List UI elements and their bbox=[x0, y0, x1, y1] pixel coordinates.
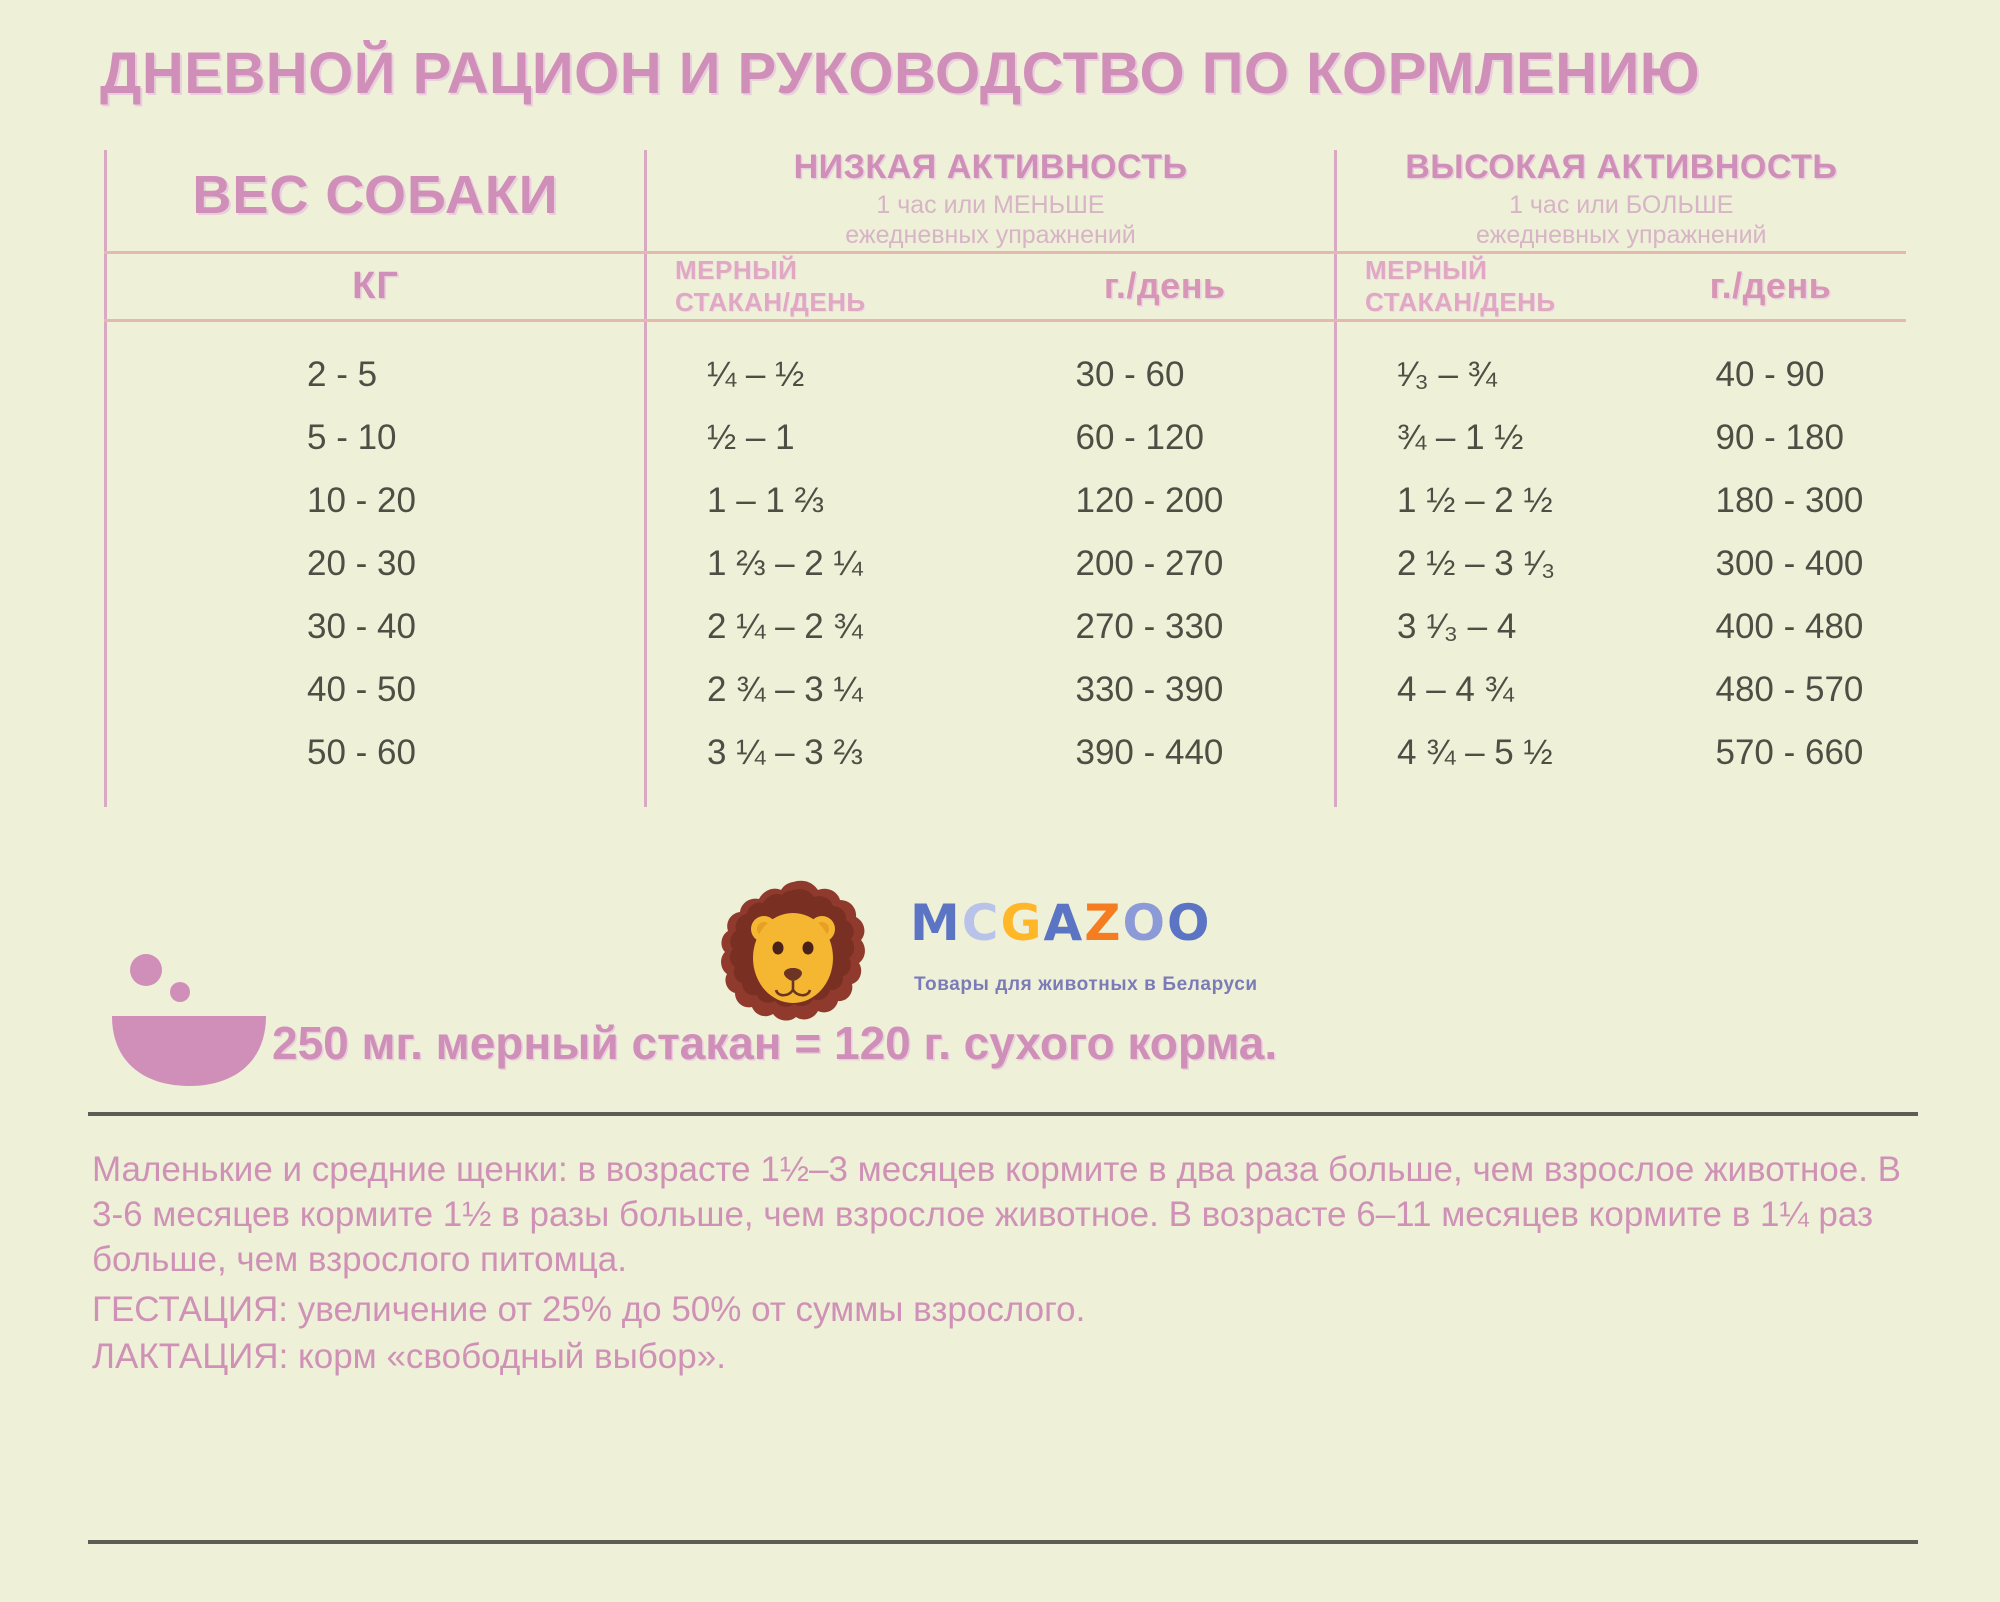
low-cup-line2: СТАКАН/ДЕНЬ bbox=[675, 287, 866, 318]
bottom-spacer-low-cup bbox=[644, 784, 996, 807]
cell-high-cup: 4 ¾ – 5 ½ bbox=[1334, 721, 1636, 785]
brand-letter-o1: O bbox=[1122, 894, 1167, 952]
low-cup-line1: МЕРНЫЙ bbox=[675, 254, 798, 285]
cell-low-cup: 3 ¼ – 3 ⅔ bbox=[644, 721, 996, 785]
spacer-high-cup bbox=[1334, 320, 1636, 344]
cell-low-gram: 390 - 440 bbox=[1075, 733, 1224, 773]
group-header-low-activity: НИЗКАЯ АКТИВНОСТЬ 1 час или МЕНЬШЕ ежедн… bbox=[644, 148, 1336, 254]
divider-top bbox=[88, 1112, 1918, 1116]
spacer-low-cup bbox=[644, 320, 996, 344]
cell-kg: 5 - 10 bbox=[104, 406, 646, 470]
high-cup-line1: МЕРНЫЙ bbox=[1365, 254, 1488, 285]
table-group-header-row: ВЕС СОБАКИ НИЗКАЯ АКТИВНОСТЬ 1 час или М… bbox=[104, 148, 1906, 254]
weight-header-label: ВЕС СОБАКИ bbox=[192, 165, 559, 226]
cell-low-cup: ¼ – ½ bbox=[644, 343, 996, 407]
cell-low-cup: 2 ¼ – 2 ¾ bbox=[644, 595, 996, 659]
cell-low-cup: 1 ⅔ – 2 ¼ bbox=[644, 532, 996, 596]
brand-letter-g: G bbox=[1000, 894, 1044, 952]
high-cup-line2: СТАКАН/ДЕНЬ bbox=[1365, 287, 1556, 318]
page-title: ДНЕВНОЙ РАЦИОН И РУКОВОДСТВО ПО КОРМЛЕНИ… bbox=[100, 41, 1701, 106]
table-spacer-row bbox=[104, 320, 1906, 344]
group-header-high-activity: ВЫСОКАЯ АКТИВНОСТЬ 1 час или БОЛЬШЕ ежед… bbox=[1333, 148, 1906, 254]
cell-high-gram: 40 - 90 bbox=[1715, 355, 1825, 395]
cell-low-gram: 330 - 390 bbox=[1075, 670, 1224, 710]
brand-letter-o2: O bbox=[1167, 894, 1212, 952]
table-row: 50 - 60 3 ¼ – 3 ⅔ 390 - 440 4 ¾ – 5 ½ 57… bbox=[104, 721, 1906, 785]
cell-high-cup: ¾ – 1 ½ bbox=[1334, 406, 1636, 470]
food-bowl-icon bbox=[112, 954, 266, 1086]
group-sub2-high: ежедневных упражнений bbox=[1476, 221, 1767, 250]
lion-head-icon bbox=[721, 880, 865, 1021]
cell-low-gram: 60 - 120 bbox=[1075, 418, 1204, 458]
brand-wordmark: MCGAZOO bbox=[910, 898, 1212, 948]
cell-low-gram: 270 - 330 bbox=[1075, 607, 1224, 647]
bottom-spacer-low-gram bbox=[996, 785, 1336, 807]
brand-letter-a: A bbox=[1043, 894, 1085, 952]
weight-header-cell: ВЕС СОБАКИ bbox=[104, 150, 646, 254]
table-row: 2 - 5 ¼ – ½ 30 - 60 ¹⁄₃ – ¾ 40 - 90 bbox=[104, 343, 1906, 407]
measure-note: 250 мг. мерный стакан = 120 г. сухого ко… bbox=[272, 1017, 1278, 1069]
cell-kg: 50 - 60 bbox=[104, 721, 646, 785]
spacer-high-gram bbox=[1636, 320, 1906, 344]
cell-high-gram: 570 - 660 bbox=[1715, 733, 1864, 773]
note-lactation: ЛАКТАЦИЯ: корм «свободный выбор». bbox=[92, 1337, 726, 1377]
column-header-kg: КГ bbox=[104, 252, 646, 322]
column-header-low-cup: МЕРНЫЙ СТАКАН/ДЕНЬ bbox=[644, 252, 996, 322]
notes-block: Маленькие и средние щенки: в возрасте 1½… bbox=[92, 1148, 1922, 1382]
cell-high-cup: 2 ½ – 3 ¹⁄₃ bbox=[1334, 532, 1636, 596]
group-sub2-low: ежедневных упражнений bbox=[845, 221, 1136, 250]
table-row: 20 - 30 1 ⅔ – 2 ¼ 200 - 270 2 ½ – 3 ¹⁄₃ … bbox=[104, 532, 1906, 596]
column-header-high-cup: МЕРНЫЙ СТАКАН/ДЕНЬ bbox=[1334, 252, 1636, 322]
column-header-high-gram: г./день bbox=[1635, 252, 1906, 322]
table-row: 30 - 40 2 ¼ – 2 ¾ 270 - 330 3 ¹⁄₃ – 4 40… bbox=[104, 595, 1906, 659]
feeding-table: ВЕС СОБАКИ НИЗКАЯ АКТИВНОСТЬ 1 час или М… bbox=[104, 148, 1906, 807]
bottom-spacer-high-gram bbox=[1636, 785, 1906, 807]
table-row: 10 - 20 1 – 1 ⅔ 120 - 200 1 ½ – 2 ½ 180 … bbox=[104, 469, 1906, 533]
cell-high-gram: 90 - 180 bbox=[1715, 418, 1844, 458]
group-sub1-high: 1 час или БОЛЬШЕ bbox=[1509, 190, 1734, 219]
cell-high-cup: 1 ½ – 2 ½ bbox=[1334, 469, 1636, 533]
cell-low-cup: 2 ¾ – 3 ¼ bbox=[644, 658, 996, 722]
bottom-spacer-kg bbox=[104, 784, 646, 807]
cell-low-cup: 1 – 1 ⅔ bbox=[644, 469, 996, 533]
column-header-low-gram: г./день bbox=[995, 252, 1336, 322]
group-sub1-low: 1 час или МЕНЬШЕ bbox=[876, 190, 1105, 219]
megazoo-logo: MCGAZOO Товары для животных в Беларуси bbox=[718, 876, 1278, 1026]
divider-bottom bbox=[88, 1540, 1918, 1544]
brand-letter-m: M bbox=[910, 894, 962, 952]
table-row: 5 - 10 ½ – 1 60 - 120 ¾ – 1 ½ 90 - 180 bbox=[104, 406, 1906, 470]
cell-high-gram: 180 - 300 bbox=[1715, 481, 1864, 521]
cell-high-cup: ¹⁄₃ – ¾ bbox=[1334, 343, 1636, 407]
group-title-low: НИЗКАЯ АКТИВНОСТЬ bbox=[793, 148, 1188, 186]
cell-low-cup: ½ – 1 bbox=[644, 406, 996, 470]
cell-high-gram: 300 - 400 bbox=[1715, 544, 1864, 584]
cell-high-gram: 480 - 570 bbox=[1715, 670, 1864, 710]
cell-kg: 40 - 50 bbox=[104, 658, 646, 722]
cell-low-gram: 120 - 200 bbox=[1075, 481, 1224, 521]
cell-high-gram: 400 - 480 bbox=[1715, 607, 1864, 647]
cell-low-gram: 30 - 60 bbox=[1075, 355, 1185, 395]
cell-kg: 30 - 40 bbox=[104, 595, 646, 659]
cell-low-gram: 200 - 270 bbox=[1075, 544, 1224, 584]
brand-tagline: Товары для животных в Беларуси bbox=[914, 974, 1258, 995]
cell-high-cup: 3 ¹⁄₃ – 4 bbox=[1334, 595, 1636, 659]
spacer-kg bbox=[104, 320, 646, 344]
brand-letter-z: Z bbox=[1084, 894, 1123, 952]
note-gestation: ГЕСТАЦИЯ: увеличение от 25% до 50% от су… bbox=[92, 1290, 1086, 1330]
table-row: 40 - 50 2 ¾ – 3 ¼ 330 - 390 4 – 4 ¾ 480 … bbox=[104, 658, 1906, 722]
cell-high-cup: 4 – 4 ¾ bbox=[1334, 658, 1636, 722]
brand-letter-c: C bbox=[961, 894, 1001, 952]
cell-kg: 20 - 30 bbox=[104, 532, 646, 596]
cell-kg: 2 - 5 bbox=[104, 343, 646, 407]
note-puppies: Маленькие и средние щенки: в возрасте 1½… bbox=[92, 1150, 1902, 1279]
table-bottom-spacer-row bbox=[104, 784, 1906, 807]
group-title-high: ВЫСОКАЯ АКТИВНОСТЬ bbox=[1405, 148, 1838, 186]
feeding-table-wrapper: ВЕС СОБАКИ НИЗКАЯ АКТИВНОСТЬ 1 час или М… bbox=[104, 148, 1906, 807]
bottom-spacer-high-cup bbox=[1334, 784, 1636, 807]
cell-kg: 10 - 20 bbox=[104, 469, 646, 533]
table-subheader-row: КГ МЕРНЫЙ СТАКАН/ДЕНЬ г./день МЕРНЫЙ СТА… bbox=[104, 252, 1906, 322]
spacer-low-gram bbox=[996, 320, 1336, 344]
